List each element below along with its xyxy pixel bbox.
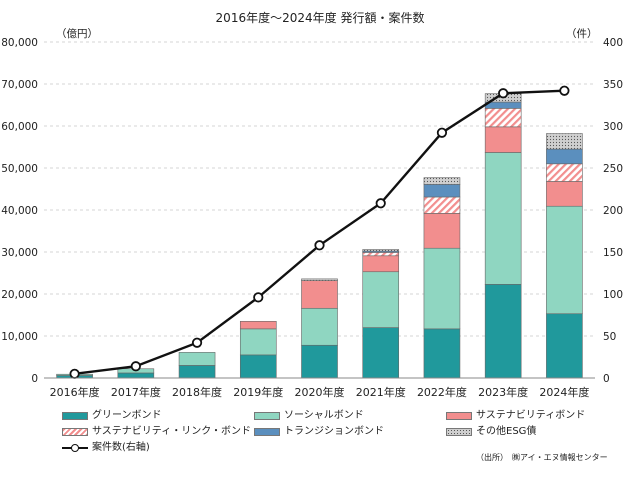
bar-segment	[484, 152, 522, 285]
gridlines	[44, 41, 595, 337]
bar-segment	[117, 372, 155, 379]
bar-segment	[362, 255, 400, 273]
legend-item-social: ソーシャルボンド	[254, 410, 364, 422]
bar-segment	[301, 307, 338, 346]
x-tick-label: 2021年度	[356, 385, 406, 399]
legend-item-other-esg: その他ESG債	[446, 426, 536, 438]
y-tick-label: 20,000	[1, 289, 38, 301]
bar-segment	[423, 247, 461, 330]
bar-segment	[362, 327, 400, 379]
y-tick-label: 60,000	[1, 121, 38, 133]
x-tick-label: 2016年度	[50, 385, 100, 399]
y2-tick-label: 0	[603, 373, 610, 385]
legend-label: グリーンボンド	[92, 410, 162, 421]
source-note: （出所） ㈱アイ・エヌ情報センター	[476, 453, 608, 462]
bar-segment	[484, 101, 522, 109]
legend-label: トランジションボンド	[284, 426, 384, 437]
legend-label: 案件数(右軸)	[92, 442, 150, 453]
legend-item-count: 案件数(右軸)	[62, 442, 150, 454]
legend-item-green: グリーンボンド	[62, 410, 162, 422]
bar-segment	[484, 126, 522, 153]
count-point	[375, 198, 386, 209]
legend-swatch	[62, 412, 88, 420]
bar-segment	[423, 177, 461, 185]
x-tick-label: 2017年度	[111, 385, 161, 399]
y-tick-label: 0	[31, 373, 38, 385]
bar-segment	[178, 352, 216, 366]
legend-line-swatch	[62, 443, 88, 453]
bar-segment	[301, 280, 338, 309]
legend-item-sustainability-linked: サステナビリティ・リンク・ボンド	[62, 426, 251, 438]
y-tick-label: 80,000	[1, 37, 38, 49]
chart-title: 2016年度～2024年度 発行額・案件数	[216, 10, 425, 25]
bar-series	[56, 93, 583, 379]
bar-segment	[423, 328, 461, 379]
y-tick-label: 10,000	[1, 331, 38, 343]
legend-swatch	[254, 412, 280, 420]
y2-tick-label: 200	[603, 205, 623, 217]
bar-segment	[484, 284, 522, 379]
bar-segment	[239, 354, 277, 379]
count-point	[253, 292, 264, 303]
bar-segment	[178, 365, 216, 379]
left-axis-unit: （億円）	[56, 27, 98, 40]
bar-segment	[239, 320, 277, 330]
axes: 0 10,000 20,000 30,000 40,000 50,000 60,000 70,…	[1, 37, 623, 399]
bar-segment	[546, 205, 583, 315]
x-tick-label: 2020年度	[295, 385, 345, 399]
bar-segment	[423, 196, 461, 214]
bar-segment	[301, 278, 338, 281]
bar-segment	[362, 252, 400, 257]
legend-swatch	[62, 428, 88, 436]
y2-tick-label: 150	[603, 247, 623, 259]
bar-segment	[546, 148, 583, 165]
count-point	[498, 88, 509, 99]
legend-label: ソーシャルボンド	[284, 410, 364, 421]
legend-label: その他ESG債	[476, 426, 537, 437]
count-point	[314, 240, 325, 251]
x-tick-label: 2023年度	[478, 385, 528, 399]
legend-label: サステナビリティ・リンク・ボンド	[92, 426, 251, 437]
count-point	[191, 337, 203, 348]
legend-item-sustainability: サステナビリティボンド	[446, 410, 585, 422]
y-tick-label: 70,000	[1, 79, 38, 91]
legend-label: サステナビリティボンド	[476, 410, 586, 421]
bar-segment	[546, 313, 583, 379]
count-point	[69, 368, 80, 379]
x-tick-label: 2022年度	[417, 385, 467, 399]
bar-segment	[546, 163, 583, 182]
x-tick-label: 2019年度	[233, 385, 283, 399]
bar-segment	[239, 328, 277, 356]
legend: グリーンボンド ソーシャルボンド サステナビリティボンド サステナビリティ・リン…	[62, 408, 622, 456]
bar-segment	[484, 108, 522, 128]
line-series	[69, 85, 570, 379]
y2-tick-label: 100	[603, 289, 623, 301]
count-point	[436, 127, 448, 138]
y-tick-label: 40,000	[1, 205, 38, 217]
bar-segment	[423, 184, 461, 198]
bar-segment	[546, 181, 583, 207]
x-tick-label: 2024年度	[539, 385, 589, 399]
legend-item-transition: トランジションボンド	[254, 426, 384, 438]
y2-tick-label: 400	[603, 37, 623, 49]
bar-segment	[423, 213, 461, 249]
y2-tick-label: 250	[603, 163, 623, 175]
legend-swatch	[446, 428, 472, 436]
bar-segment	[301, 344, 338, 379]
legend-swatch	[254, 428, 280, 436]
y-tick-label: 30,000	[1, 247, 38, 259]
bar-segment	[546, 133, 583, 150]
bar-segment	[362, 249, 400, 252]
right-axis-unit: （件）	[566, 28, 598, 40]
count-point	[130, 361, 141, 372]
y-tick-label: 50,000	[1, 163, 38, 175]
bar-segment	[362, 271, 400, 328]
x-tick-label: 2018年度	[172, 385, 222, 399]
y2-tick-label: 350	[603, 79, 623, 91]
y2-tick-label: 300	[603, 121, 623, 133]
legend-swatch	[446, 412, 472, 420]
y2-tick-label: 50	[603, 331, 616, 343]
count-point	[559, 85, 570, 96]
